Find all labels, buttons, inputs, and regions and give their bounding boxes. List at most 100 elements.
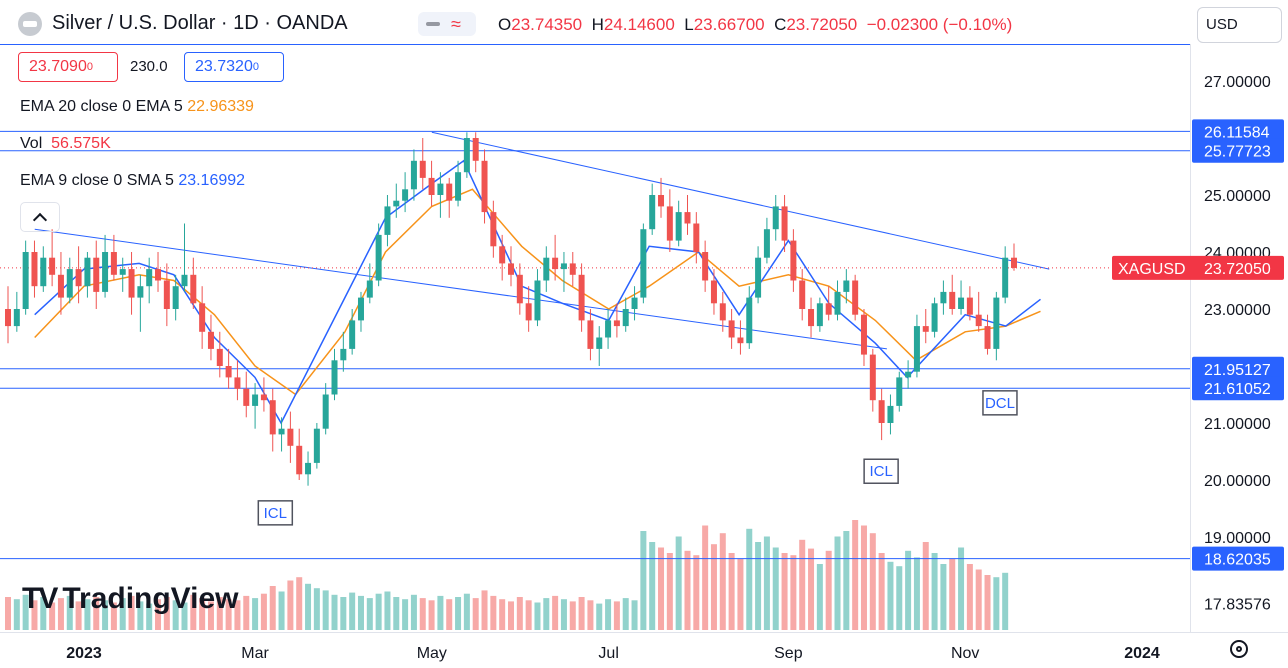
- candle-body: [22, 252, 29, 309]
- candle-body: [322, 394, 329, 429]
- level-price-label: 25.77723: [1204, 144, 1271, 161]
- level-price-tag: [1192, 546, 1284, 571]
- candle-body: [913, 326, 920, 372]
- volume-bar: [455, 597, 462, 630]
- volume-bar: [710, 544, 717, 630]
- last-price-label: 23.72050: [1204, 261, 1271, 278]
- volume-bar: [922, 542, 929, 630]
- volume-bar: [31, 600, 38, 630]
- volume-bar: [137, 601, 144, 630]
- price-tick-label: 27.00000: [1204, 74, 1271, 91]
- candle-body: [666, 206, 673, 241]
- volume-bar: [587, 600, 594, 630]
- chart-state-pill[interactable]: ≈: [418, 12, 476, 36]
- candle-body: [181, 274, 188, 287]
- candle-body: [799, 280, 806, 309]
- silver-symbol-icon[interactable]: [18, 12, 42, 36]
- sell-price-button[interactable]: 23.70900: [18, 52, 118, 82]
- volume-bar: [781, 553, 788, 630]
- candle-body: [543, 257, 550, 281]
- level-price-tag: [1192, 119, 1284, 144]
- volume-bar: [207, 601, 214, 630]
- volume-bar: [110, 602, 117, 630]
- volume-bar: [605, 599, 612, 630]
- candle-body: [481, 160, 488, 213]
- candle-body: [825, 303, 832, 315]
- volume-bar: [190, 594, 197, 630]
- time-tick-label: 2024: [1124, 645, 1160, 662]
- indicator-volume[interactable]: Vol 56.575K: [20, 135, 111, 152]
- symbol-title[interactable]: Silver / U.S. Dollar · 1D · OANDA: [52, 12, 348, 34]
- indicator-ema20[interactable]: EMA 20 close 0 EMA 5 22.96339: [20, 98, 254, 115]
- candle-body: [808, 309, 815, 327]
- candle-body: [243, 388, 250, 406]
- time-tick-label: May: [417, 645, 447, 662]
- candle-body: [1002, 257, 1009, 298]
- volume-bar: [252, 598, 259, 630]
- collapse-legend-button[interactable]: [20, 202, 60, 232]
- volume-bar: [675, 536, 682, 630]
- volume-bar: [631, 600, 638, 630]
- candle-body: [331, 360, 338, 395]
- candle-body: [702, 252, 709, 281]
- candle-body: [790, 240, 797, 281]
- candle-body: [428, 177, 435, 195]
- candle-body: [366, 280, 373, 298]
- price-axis: 27.0000025.0000024.0000023.0000021.00000…: [1112, 74, 1284, 613]
- candle-body: [993, 297, 1000, 349]
- price-tick-label: 21.00000: [1204, 416, 1271, 433]
- candle-body: [508, 263, 514, 275]
- volume-bar: [155, 599, 162, 630]
- candle-body: [569, 263, 576, 275]
- volume-bar: [966, 564, 973, 630]
- volume-bar: [719, 533, 726, 630]
- settings-gear-icon[interactable]: [1230, 640, 1248, 658]
- volume-bar: [305, 583, 312, 630]
- volume-bar: [658, 547, 665, 630]
- buy-price-button[interactable]: 23.73200: [184, 52, 284, 82]
- annotation-box: [863, 458, 899, 484]
- volume-bar: [490, 595, 497, 630]
- candle-body: [984, 326, 991, 349]
- candle-body: [878, 400, 885, 423]
- trendline: [431, 131, 1050, 270]
- volume-bar: [640, 531, 647, 630]
- volume-bar: [437, 595, 444, 630]
- annotation-label: ICL: [264, 505, 287, 522]
- volume-bar: [622, 598, 629, 630]
- volume-bar: [49, 602, 56, 630]
- volume-bar: [843, 531, 850, 630]
- candle-body: [816, 303, 823, 327]
- currency-select[interactable]: USD: [1197, 7, 1282, 43]
- volume-bar: [278, 591, 285, 630]
- time-tick-label: Nov: [951, 645, 979, 662]
- candle-body: [693, 223, 700, 252]
- volume-bar: [984, 575, 991, 630]
- level-price-label: 21.95127: [1204, 362, 1271, 379]
- candle-body: [596, 337, 603, 349]
- candle-body: [516, 274, 523, 304]
- candle-body: [755, 257, 762, 298]
- candle-body: [463, 138, 470, 173]
- indicator-ema9[interactable]: EMA 9 close 0 SMA 5 23.16992: [20, 172, 246, 189]
- volume-bar: [869, 533, 876, 630]
- time-tick-label: Sep: [774, 645, 803, 662]
- volume-bar: [860, 525, 867, 630]
- horizontal-levels: [0, 130, 1190, 560]
- volume-bar: [393, 597, 400, 630]
- cycle-low-annotations: ICL ICL DCL: [257, 390, 1018, 526]
- candle-body: [534, 280, 541, 321]
- level-price-label: 26.11584: [1204, 124, 1270, 141]
- candle-body: [746, 297, 753, 344]
- annotation-box: [257, 500, 294, 526]
- candle-body: [966, 297, 973, 315]
- volume-bar: [975, 569, 982, 630]
- volume-bar: [896, 566, 903, 630]
- candle-body: [66, 269, 73, 298]
- candle-body: [13, 309, 20, 327]
- ema-line: [34, 159, 1041, 425]
- candle-body: [490, 212, 497, 247]
- candle-body: [560, 263, 567, 270]
- volume-bar: [763, 536, 770, 630]
